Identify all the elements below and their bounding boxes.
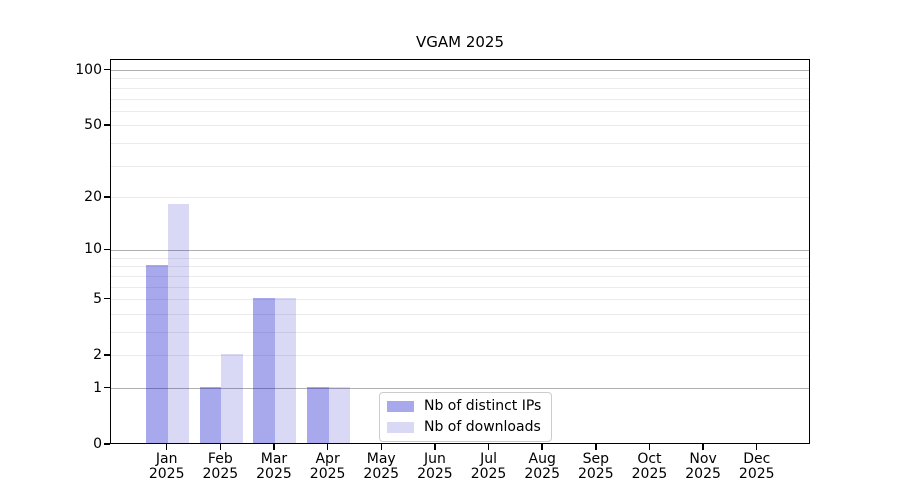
gridline-minor xyxy=(111,197,809,199)
chart-title: VGAM 2025 xyxy=(415,33,505,51)
gridline-minor xyxy=(111,125,809,127)
y-tick-label: 2 xyxy=(93,346,102,363)
legend-label: Nb of distinct IPs xyxy=(424,398,542,414)
gridline-minor xyxy=(111,257,809,259)
x-tick-mark xyxy=(487,444,490,450)
x-tick-mark xyxy=(166,444,168,450)
gridline-minor xyxy=(111,143,809,145)
gridline-minor xyxy=(111,313,809,315)
bar-jan-ips xyxy=(146,264,168,443)
x-tick-mark xyxy=(380,444,382,450)
x-tick-mark xyxy=(595,444,597,450)
y-tick-mark xyxy=(104,68,110,71)
y-tick-mark xyxy=(104,196,110,198)
gridline-minor xyxy=(111,78,809,80)
gridline-minor xyxy=(111,299,809,301)
x-tick-mark xyxy=(326,444,329,450)
gridline-minor xyxy=(111,87,809,89)
gridline-minor xyxy=(111,266,809,268)
x-tick-mark xyxy=(756,444,758,450)
y-tick-label: 0 xyxy=(93,436,102,452)
gridline-minor xyxy=(111,355,809,357)
legend: Nb of distinct IPs Nb of downloads xyxy=(379,392,553,442)
y-tick-mark xyxy=(104,248,110,251)
bar-apr-downloads xyxy=(328,386,351,443)
x-tick-label: Aug 2025 xyxy=(524,451,560,482)
gridline-minor xyxy=(111,332,809,334)
legend-swatch-distinct-ips xyxy=(387,400,414,412)
y-tick-mark xyxy=(104,354,110,356)
x-tick-label: Nov 2025 xyxy=(685,451,721,482)
gridline-minor xyxy=(111,165,809,167)
bar-feb-downloads xyxy=(221,353,243,443)
y-tick-mark xyxy=(104,297,110,300)
gridline-minor xyxy=(111,110,809,112)
x-tick-mark xyxy=(541,444,543,450)
bar-jan-downloads xyxy=(167,204,190,443)
bar-mar-downloads xyxy=(274,297,297,443)
bar-mar-ips xyxy=(253,297,275,443)
y-tick-mark xyxy=(104,387,110,389)
x-tick-mark xyxy=(434,444,436,450)
x-tick-mark xyxy=(219,444,222,450)
bar-apr-ips xyxy=(307,386,329,443)
x-tick-label: Dec 2025 xyxy=(738,451,775,482)
x-tick-label: Jan 2025 xyxy=(148,451,185,482)
legend-label: Nb of downloads xyxy=(424,419,541,435)
x-tick-label: Oct 2025 xyxy=(631,451,668,482)
x-tick-label: Mar 2025 xyxy=(256,451,292,482)
gridline-minor xyxy=(111,275,809,277)
gridline-minor xyxy=(111,286,809,288)
y-tick-label: 5 xyxy=(93,290,102,307)
y-tick-label: 50 xyxy=(84,116,102,133)
legend-row: Nb of downloads xyxy=(387,418,541,436)
plot-area xyxy=(110,59,810,444)
gridline-major xyxy=(111,249,809,252)
gridline-major xyxy=(111,69,809,72)
x-tick-label: Jul 2025 xyxy=(470,451,507,482)
legend-swatch-downloads xyxy=(387,421,414,433)
x-tick-label: Feb 2025 xyxy=(202,451,239,482)
x-tick-label: May 2025 xyxy=(363,451,400,482)
y-tick-mark xyxy=(104,124,110,126)
x-tick-mark xyxy=(648,444,651,450)
y-tick-label: 100 xyxy=(75,61,102,78)
x-tick-label: Sep 2025 xyxy=(577,451,614,482)
x-tick-mark xyxy=(702,444,704,450)
y-tick-label: 20 xyxy=(84,188,102,205)
y-tick-mark xyxy=(104,443,110,445)
gridline-major xyxy=(111,388,809,390)
x-tick-label: Jun 2025 xyxy=(417,451,453,482)
y-tick-label: 10 xyxy=(84,241,102,258)
x-tick-mark xyxy=(273,444,275,450)
x-tick-label: Apr 2025 xyxy=(309,451,346,482)
legend-row: Nb of distinct IPs xyxy=(387,397,541,415)
bar-feb-ips xyxy=(199,386,222,443)
y-tick-label: 1 xyxy=(93,379,102,396)
gridline-minor xyxy=(111,98,809,100)
